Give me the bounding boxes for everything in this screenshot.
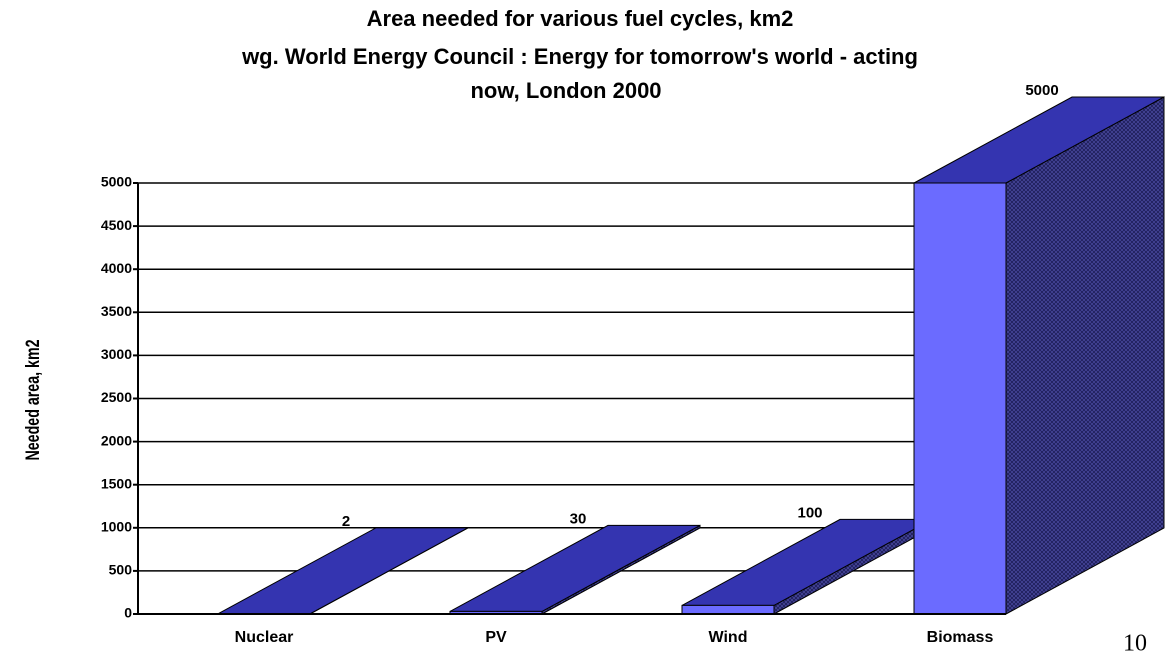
y-tick-label: 3500 — [101, 303, 132, 319]
y-tick-label: 4500 — [101, 217, 132, 233]
x-tick-label: PV — [485, 629, 507, 646]
y-axis-label: Needed area, km2 — [22, 339, 43, 460]
data-label: 100 — [797, 504, 822, 521]
y-tick-label: 1000 — [101, 519, 132, 535]
y-tick-label: 3000 — [101, 346, 132, 362]
bar-side — [1005, 96, 1165, 615]
data-label: 2 — [342, 513, 350, 530]
y-tick-label: 1500 — [101, 475, 132, 491]
data-label: 5000 — [1025, 82, 1058, 99]
chart-subtitle: now, London 2000 — [470, 78, 661, 103]
y-tick-label: 2500 — [101, 389, 132, 405]
y-tick-label: 2000 — [101, 432, 132, 448]
page-number: 10 — [1123, 631, 1147, 657]
y-tick-label: 0 — [124, 605, 132, 621]
bar — [681, 604, 775, 615]
y-tick-label: 5000 — [101, 174, 132, 190]
chart-title: Area needed for various fuel cycles, km2 — [367, 6, 794, 31]
bar-top — [449, 524, 701, 612]
y-tick-label: 4000 — [101, 260, 132, 276]
y-tick-label: 500 — [109, 562, 133, 578]
x-tick-label: Wind — [709, 629, 748, 646]
data-label: 30 — [570, 510, 587, 527]
x-tick-label: Nuclear — [235, 629, 294, 646]
chart-subtitle: wg. World Energy Council : Energy for to… — [241, 44, 918, 69]
x-tick-label: Biomass — [927, 629, 994, 646]
bar — [913, 182, 1007, 615]
